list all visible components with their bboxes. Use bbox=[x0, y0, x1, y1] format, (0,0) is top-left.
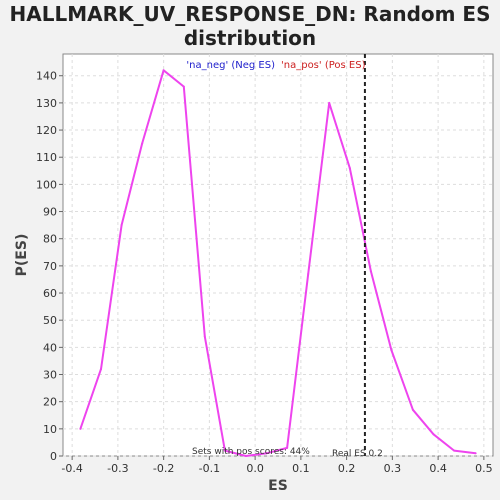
chart-title-line-1: HALLMARK_UV_RESPONSE_DN: Random ES bbox=[9, 2, 491, 26]
data-point bbox=[411, 408, 414, 411]
data-point bbox=[453, 449, 456, 452]
data-point bbox=[307, 273, 310, 276]
pos-scores-annotation: Sets with pos scores: 44% bbox=[192, 447, 310, 457]
y-tick-label: 50 bbox=[43, 314, 57, 327]
x-tick-label: -0.4 bbox=[61, 462, 82, 475]
data-point bbox=[265, 452, 268, 455]
y-tick-label: 30 bbox=[43, 369, 57, 382]
chart-title-line-2: distribution bbox=[183, 26, 317, 50]
data-point bbox=[474, 452, 477, 455]
y-tick-label: 110 bbox=[36, 151, 57, 164]
grid-layer bbox=[63, 54, 493, 457]
y-tick-label: 0 bbox=[50, 450, 57, 463]
series-layer bbox=[79, 69, 477, 457]
x-axis-label: ES bbox=[268, 478, 288, 494]
y-tick-label: 100 bbox=[36, 178, 57, 191]
x-tick-label: 0.4 bbox=[429, 462, 447, 475]
x-tick-label: 0.1 bbox=[292, 462, 310, 475]
y-tick-label: 140 bbox=[36, 70, 57, 83]
x-tick-label: 0.5 bbox=[475, 462, 493, 475]
data-point bbox=[79, 427, 82, 430]
y-tick-label: 120 bbox=[36, 124, 57, 137]
y-tick-label: 70 bbox=[43, 260, 57, 273]
data-point bbox=[390, 349, 393, 352]
data-point bbox=[432, 433, 435, 436]
y-tick-label: 80 bbox=[43, 233, 57, 246]
legend-pos-label: 'na_pos' (Pos ES) bbox=[281, 60, 366, 71]
y-tick-label: 90 bbox=[43, 206, 57, 219]
data-point bbox=[348, 167, 351, 170]
legend-neg-label: 'na_neg' (Neg ES) bbox=[186, 60, 275, 71]
distribution-line bbox=[79, 69, 476, 457]
data-point bbox=[244, 455, 247, 457]
data-point bbox=[223, 449, 226, 452]
y-tick-label: 10 bbox=[43, 423, 57, 436]
data-point bbox=[182, 85, 185, 88]
data-point bbox=[99, 368, 102, 371]
y-tick-label: 130 bbox=[36, 97, 57, 110]
y-tick-label: 60 bbox=[43, 287, 57, 300]
data-point bbox=[369, 270, 372, 273]
data-point bbox=[328, 101, 331, 104]
plot-area bbox=[62, 53, 494, 457]
y-axis-label: P(ES) bbox=[14, 234, 30, 277]
x-tick-label: 0.0 bbox=[246, 462, 264, 475]
y-tick-label: 40 bbox=[43, 341, 57, 354]
y-tick-label: 20 bbox=[43, 396, 57, 409]
x-tick-label: 0.3 bbox=[384, 462, 402, 475]
data-point bbox=[203, 335, 206, 338]
data-point bbox=[120, 224, 123, 227]
x-tick-label: -0.2 bbox=[153, 462, 174, 475]
x-tick-label: 0.2 bbox=[338, 462, 356, 475]
x-tick-label: -0.3 bbox=[107, 462, 128, 475]
data-point bbox=[141, 142, 144, 145]
x-tick-label: -0.1 bbox=[199, 462, 220, 475]
real-es-label: Real ES 0.2 bbox=[332, 449, 383, 459]
data-point bbox=[286, 446, 289, 449]
axis-layer: 0 10 20 30 40 50 60 70 80 90 100 110 120 130 140 -0.4 -0… bbox=[36, 70, 493, 475]
data-point bbox=[162, 69, 165, 72]
